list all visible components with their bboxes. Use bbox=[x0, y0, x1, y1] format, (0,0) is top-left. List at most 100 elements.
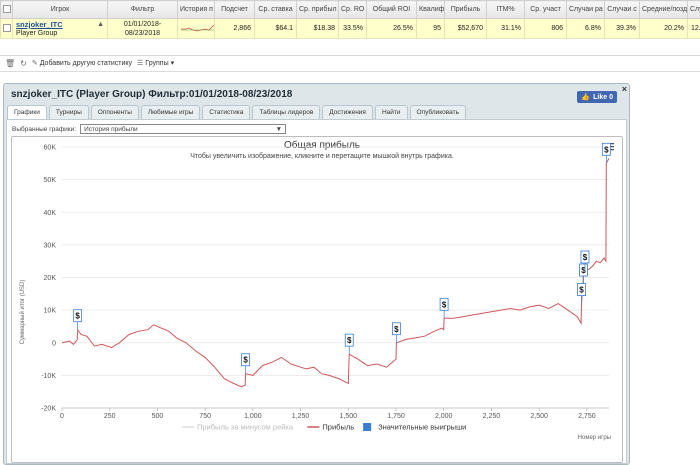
col-header-qualif[interactable]: Квалиф bbox=[416, 0, 445, 19]
last-col-cell: 12.1% bbox=[687, 18, 700, 39]
col-header-avg-stake[interactable]: Ср. ставка bbox=[254, 0, 297, 19]
big-win-marker[interactable]: $ bbox=[601, 142, 611, 164]
x-tick-label: 1,750 bbox=[387, 413, 405, 420]
chart-subtitle: Чтобы увеличить изображение, кликните и … bbox=[190, 152, 454, 160]
itm-cell: 31.1% bbox=[486, 18, 525, 39]
dollar-icon: $ bbox=[347, 336, 352, 345]
x-tick-label: 1,250 bbox=[292, 413, 310, 420]
chart-svg[interactable]: Общая прибыль Чтобы увеличить изображени… bbox=[12, 137, 624, 464]
avg-stake-cell: $64.1 bbox=[254, 18, 297, 39]
big-win-flag bbox=[579, 263, 588, 277]
dialog-tabs: Графики Турниры Оппоненты Любимые игры С… bbox=[7, 105, 467, 119]
col-header-early-cases[interactable]: Случаи ра bbox=[566, 0, 605, 19]
col-header-last[interactable]: Случа bbox=[687, 0, 700, 19]
graph-select-value: История прибыли bbox=[84, 125, 138, 133]
col-header-avg-profit[interactable]: Ср. прибыл bbox=[296, 0, 339, 19]
y-tick-label: -10K bbox=[41, 373, 56, 380]
profit-chart[interactable]: Общая прибыль Чтобы увеличить изображени… bbox=[11, 136, 623, 463]
legend-label: Прибыль bbox=[322, 423, 354, 432]
graph-selector-label: Выбранные графики: bbox=[12, 125, 77, 133]
x-tick-label: 2,250 bbox=[483, 413, 501, 420]
avg-entrants-cell: 806 bbox=[524, 18, 567, 39]
col-header-total-roi[interactable]: Общий ROI bbox=[366, 0, 417, 19]
row-checkbox[interactable] bbox=[2, 23, 11, 32]
player-name-link[interactable]: snzjoker_ITC bbox=[16, 20, 63, 29]
col-header-count[interactable]: Подсчет bbox=[214, 0, 255, 19]
tab-leaderboards[interactable]: Таблицы лидеров bbox=[252, 105, 321, 119]
thumbs-up-icon: 👍 bbox=[581, 94, 591, 101]
y-tick-label: 50K bbox=[44, 177, 57, 184]
filter-from: 01/01/2018- bbox=[123, 20, 162, 28]
y-axis-label: Суммарный итог (USD) bbox=[19, 280, 26, 345]
player-dialog: snzjoker_ITC (Player Group) Фильтр:01/01… bbox=[3, 83, 630, 465]
refresh-icon[interactable]: ↻ bbox=[20, 58, 27, 68]
filter-to: 08/23/2018 bbox=[124, 29, 161, 37]
legend-item[interactable]: Прибыль bbox=[307, 423, 354, 432]
big-win-marker[interactable]: $ bbox=[580, 250, 590, 271]
big-win-flag bbox=[580, 250, 590, 264]
col-header-player[interactable]: Игрок bbox=[12, 0, 108, 19]
avg-roi-cell: 33.5% bbox=[338, 18, 367, 39]
history-sparkline[interactable] bbox=[181, 24, 215, 34]
col-header-mid-late[interactable]: Средние/позд bbox=[639, 0, 688, 19]
close-icon[interactable]: × bbox=[621, 84, 627, 94]
tab-achievements[interactable]: Достижения bbox=[322, 105, 373, 119]
series-line-profit bbox=[61, 158, 610, 388]
tab-statistics[interactable]: Статистика bbox=[202, 105, 251, 119]
col-header-profit[interactable]: Прибыль bbox=[444, 0, 487, 19]
chevron-down-icon: ▾ bbox=[170, 60, 175, 67]
stats-toolbar: 🗑 ↻ ✎ Добавить другую статистику ☰ Групп… bbox=[0, 56, 174, 70]
groups-button[interactable]: ☰ Группы ▾ bbox=[137, 59, 175, 68]
count-cell: 2,866 bbox=[214, 18, 255, 39]
col-header-cases-c[interactable]: Случаи с bbox=[604, 0, 640, 19]
graph-selector-row: Выбранные графики: История прибыли ▼ bbox=[12, 124, 287, 134]
big-win-flag bbox=[73, 309, 83, 323]
player-stars-icon[interactable]: ▲ bbox=[97, 21, 104, 28]
tab-tournaments[interactable]: Турниры bbox=[48, 105, 89, 119]
y-tick-label: 10K bbox=[44, 308, 57, 315]
big-win-marker[interactable]: $ bbox=[577, 283, 586, 304]
legend-label: Значительные выигрыши bbox=[378, 423, 466, 432]
stats-table: Игрок Фильтр История п Подсчет Ср. ставк… bbox=[0, 0, 700, 56]
dollar-icon: $ bbox=[579, 286, 584, 295]
col-header-filter[interactable]: Фильтр bbox=[107, 0, 178, 19]
tab-opponents[interactable]: Оппоненты bbox=[90, 105, 139, 119]
col-header-itm[interactable]: ITM% bbox=[486, 0, 525, 19]
row-select-cell[interactable] bbox=[0, 18, 13, 39]
tab-favorite-games[interactable]: Любимые игры bbox=[140, 105, 201, 119]
big-win-marker[interactable]: $ bbox=[579, 263, 588, 285]
trash-icon[interactable]: 🗑 bbox=[5, 58, 16, 68]
total-roi-cell: 26.5% bbox=[366, 18, 417, 39]
select-all-checkbox[interactable] bbox=[3, 4, 11, 13]
table-row: snzjoker_ITC ▲ Player Group 01/01/2018- … bbox=[0, 18, 700, 39]
legend-item[interactable]: Значительные выигрыши bbox=[363, 423, 466, 432]
x-tick-label: 0 bbox=[60, 413, 64, 420]
big-win-flag bbox=[391, 322, 401, 336]
big-win-marker[interactable]: $ bbox=[73, 309, 83, 330]
tab-graphs[interactable]: Графики bbox=[7, 105, 47, 119]
big-win-marker[interactable]: $ bbox=[241, 353, 251, 374]
tab-find[interactable]: Найти bbox=[374, 105, 408, 119]
tab-publish[interactable]: Опубликовать bbox=[409, 105, 467, 119]
col-header-avg-entrants[interactable]: Ср. участ bbox=[524, 0, 567, 19]
like-label: Like 0 bbox=[593, 93, 613, 101]
dollar-icon: $ bbox=[583, 253, 588, 262]
big-win-marker[interactable]: $ bbox=[344, 333, 354, 355]
legend-item[interactable]: Прибыль за минусом рейка bbox=[182, 423, 294, 432]
dollar-icon: $ bbox=[75, 312, 80, 321]
col-header-avg-roi[interactable]: Ср. RO bbox=[338, 0, 367, 19]
col-header-history[interactable]: История п bbox=[177, 0, 215, 19]
big-win-flag bbox=[601, 142, 611, 156]
big-win-marker[interactable]: $ bbox=[439, 297, 449, 319]
history-sparkline-cell[interactable] bbox=[177, 18, 215, 39]
graph-select[interactable]: История прибыли ▼ bbox=[80, 124, 287, 134]
mid-late-cell: 20.2% bbox=[639, 18, 688, 39]
big-win-marker[interactable]: $ bbox=[391, 322, 401, 343]
big-win-flag bbox=[344, 333, 354, 347]
x-axis-label: Номер игры bbox=[578, 435, 611, 441]
separator bbox=[0, 71, 700, 72]
facebook-like-button[interactable]: 👍 Like 0 bbox=[577, 91, 617, 103]
x-tick-label: 2,750 bbox=[578, 413, 596, 420]
add-stats-button[interactable]: ✎ Добавить другую статистику bbox=[32, 59, 132, 68]
select-all-header[interactable] bbox=[0, 0, 13, 19]
